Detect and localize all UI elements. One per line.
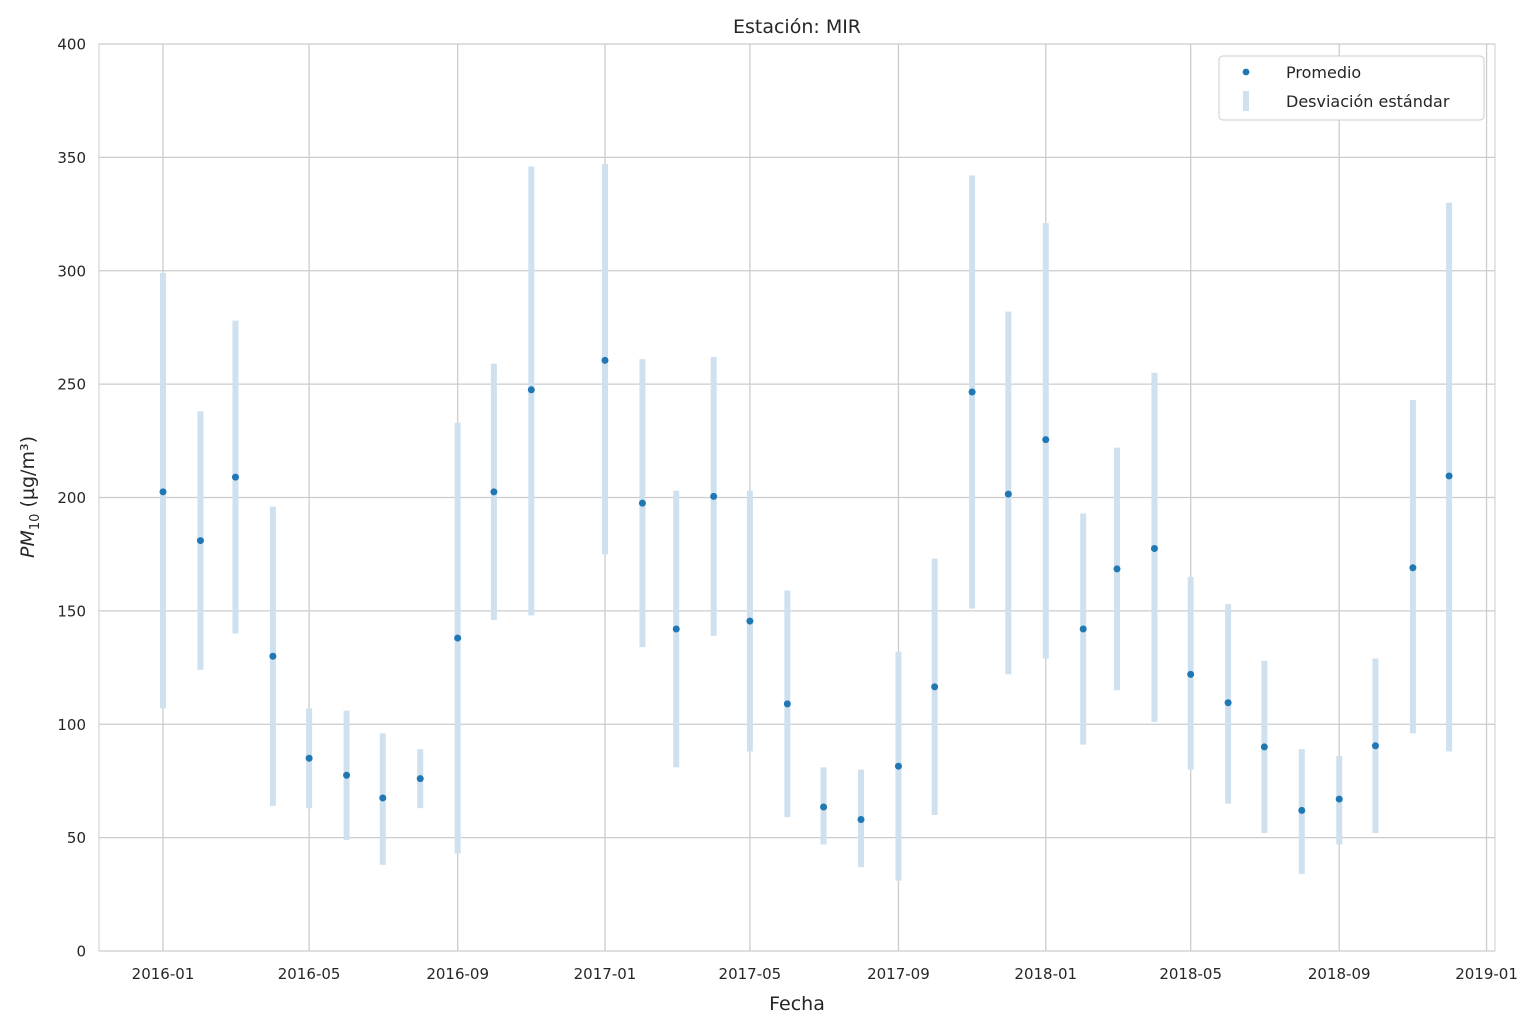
mean-points [159,356,1453,823]
y-tick-label: 50 [67,829,86,847]
y-tick-label: 350 [57,149,86,167]
x-axis-title: Fecha [769,993,825,1015]
mean-point [820,803,828,811]
mean-point [1150,545,1158,553]
x-tick-label: 2016-05 [278,965,341,983]
mean-point [1004,490,1012,498]
mean-point [1260,743,1268,751]
y-tick-label: 0 [76,943,86,961]
mean-point [416,775,424,783]
mean-point [159,488,167,496]
mean-point [601,356,609,364]
mean-point [857,815,865,823]
x-tick-label: 2017-09 [867,965,930,983]
legend-label-mean: Promedio [1286,63,1361,82]
mean-point [305,754,313,762]
mean-point [931,683,939,691]
mean-point [343,771,351,779]
legend-label-std: Desviación estándar [1286,92,1450,111]
plot-frame [98,43,1496,952]
y-tick-label: 250 [57,376,86,394]
legend-std-marker [1243,91,1249,111]
y-axis-title-prefix: PM [17,530,39,558]
mean-point [1224,699,1232,707]
x-tick-label: 2019-01 [1455,965,1518,983]
mean-point [490,488,498,496]
mean-point [710,492,718,500]
mean-point [1445,472,1453,480]
mean-point [672,625,680,633]
mean-point [1079,625,1087,633]
mean-point [746,617,754,625]
legend-mean-marker [1242,68,1250,76]
x-tick-label: 2016-09 [426,965,489,983]
mean-point [1113,565,1121,573]
y-tick-labels: 0 50 100 150 200 250 300 350 400 [57,36,86,961]
mean-point [1298,806,1306,814]
y-tick-label: 300 [57,262,86,280]
mean-point [894,762,902,770]
y-axis-title-subscript: 10 [28,514,43,531]
y-tick-label: 100 [57,716,86,734]
x-tick-label: 2018-01 [1014,965,1077,983]
mean-point [196,537,204,545]
std-bars [160,164,1453,881]
x-tick-label: 2016-01 [132,965,195,983]
y-axis-title: PM10 (µg/m³) [17,436,43,558]
x-tick-label: 2018-05 [1159,965,1222,983]
mean-point [783,700,791,708]
mean-point [1335,795,1343,803]
mean-point [1187,670,1195,678]
mean-point [1042,436,1050,444]
mean-point [527,386,535,394]
x-tick-label: 2017-01 [574,965,637,983]
y-tick-label: 200 [57,489,86,507]
mean-point [231,473,239,481]
mean-point [454,634,462,642]
legend: Promedio Desviación estándar [1218,55,1485,121]
mean-point [638,499,646,507]
mean-point [379,794,387,802]
y-tick-label: 400 [57,36,86,54]
mean-point [968,388,976,396]
chart-title: Estación: MIR [733,16,861,38]
mean-point [1409,564,1417,572]
x-tick-label: 2017-05 [719,965,782,983]
legend-box [1218,55,1485,121]
x-tick-label: 2018-09 [1308,965,1371,983]
x-tick-labels: 2016-01 2016-05 2016-09 2017-01 2017-05 2017-… [132,965,1518,983]
y-axis-title-unit: (µg/m³) [17,436,39,514]
mean-point [269,652,277,660]
grid [99,43,1495,952]
mean-point [1371,742,1379,750]
y-tick-label: 150 [57,602,86,620]
